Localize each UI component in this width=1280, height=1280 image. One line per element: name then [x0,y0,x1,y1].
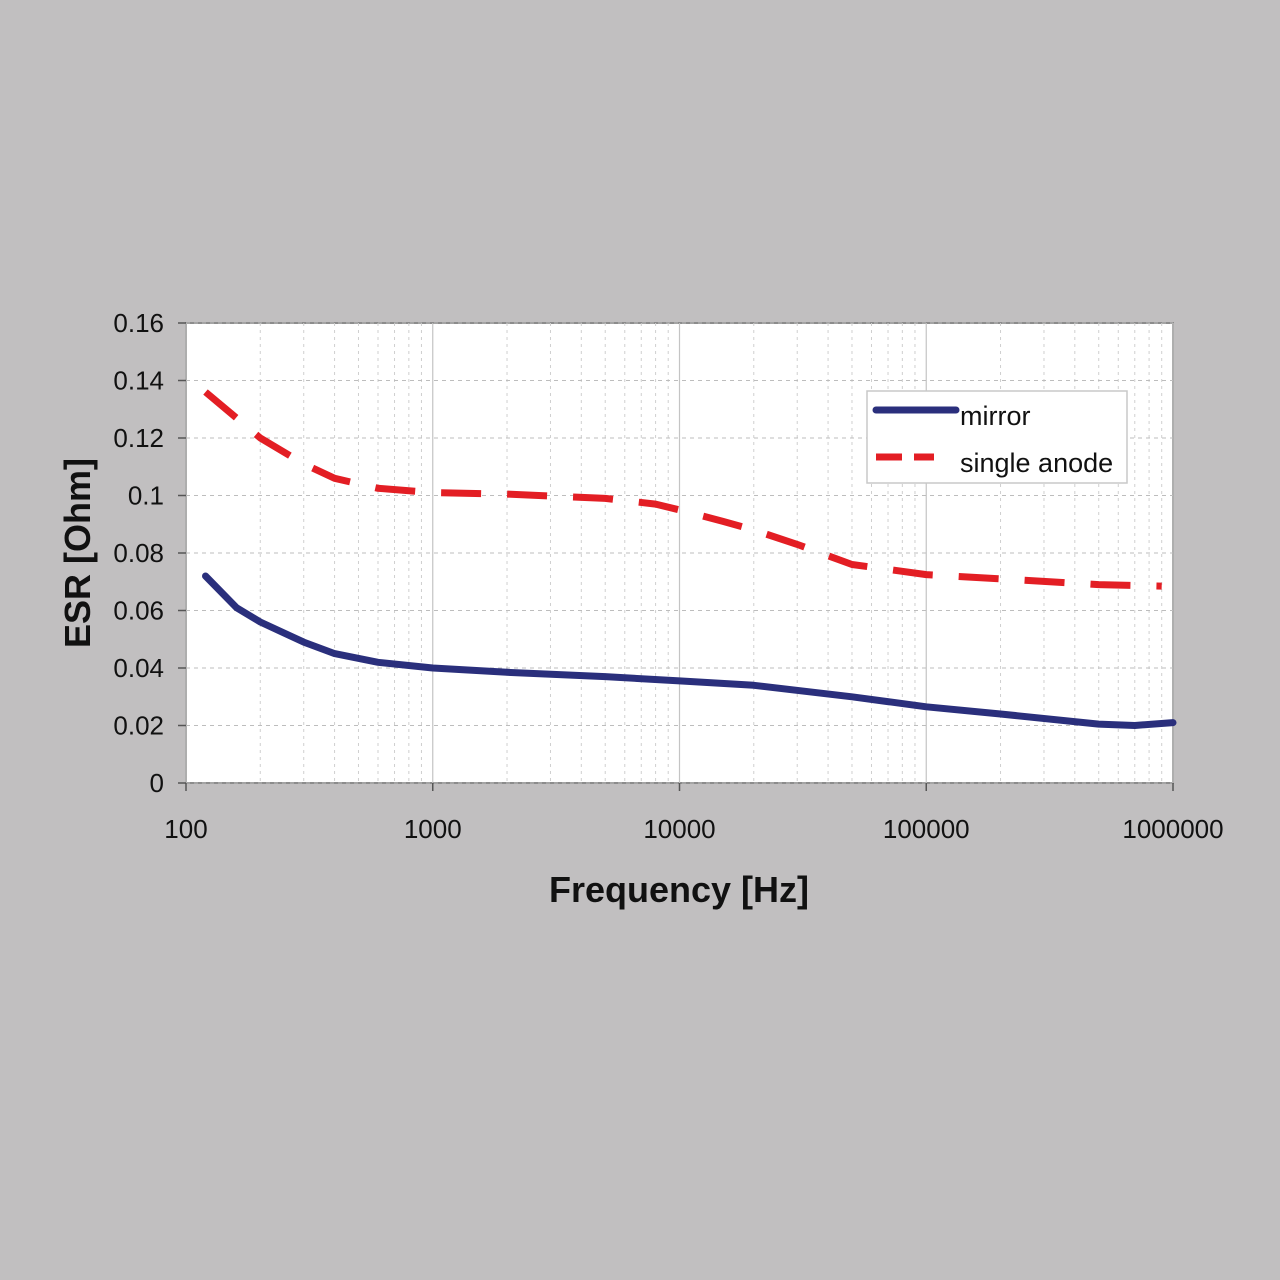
y-tick-label: 0.1 [128,481,164,511]
y-tick-label: 0.14 [113,366,164,396]
y-axis-title: ESR [Ohm] [57,458,98,648]
y-tick-label: 0.06 [113,596,164,626]
legend-box [866,390,1128,484]
y-tick-label: 0.12 [113,423,164,453]
grid-lines [185,322,1174,784]
y-tick-label: 0.16 [113,308,164,338]
x-tick-label: 100000 [883,814,970,844]
x-tick-label: 1000 [404,814,462,844]
y-tick-label: 0.08 [113,538,164,568]
y-tick-label: 0 [150,768,164,798]
series-line-mirror [202,572,1177,729]
x-tick-label: 1000000 [1122,814,1223,844]
x-tick-label: 100 [164,814,207,844]
tick-labels: 0 0.02 0.04 0.06 0.08 0.1 0.12 0.14 0.16 100 1000 1… [113,308,1223,844]
legend-label-single-anode: single anode [960,448,1113,478]
x-tick-label: 10000 [643,814,715,844]
x-axis-title: Frequency [Hz] [549,869,809,910]
series-lines [202,389,1177,729]
y-tick-label: 0.02 [113,711,164,741]
y-tick-label: 0.04 [113,653,164,683]
legend: mirror single anode [866,390,1128,484]
legend-label-mirror: mirror [960,401,1030,431]
series-line-single-anode [203,389,1162,590]
